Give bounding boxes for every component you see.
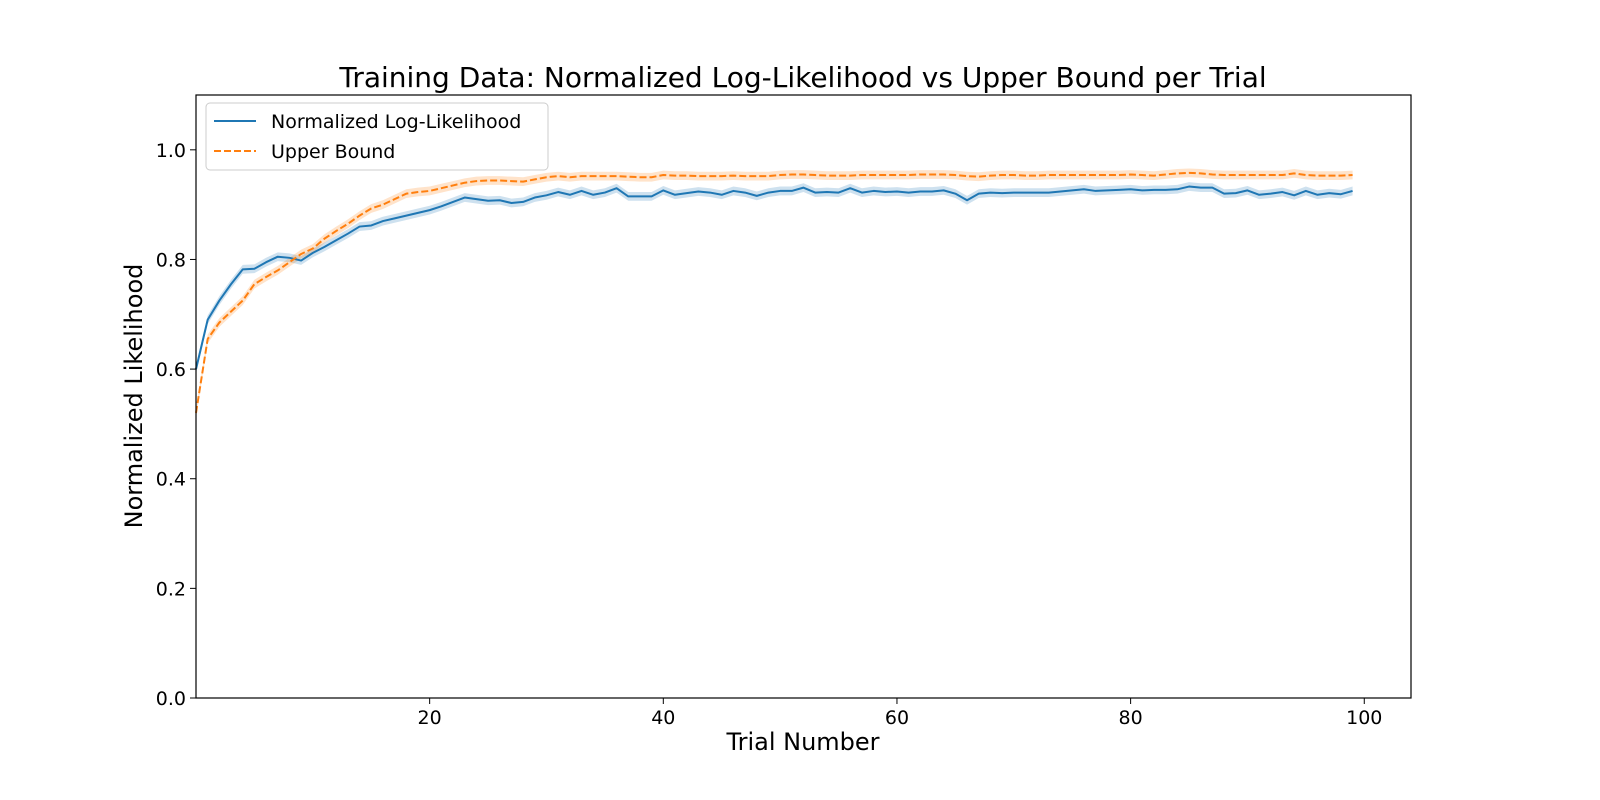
plot-frame — [195, 94, 1412, 699]
x-tick-label: 60 — [885, 707, 909, 729]
x-tick-label: 40 — [651, 707, 675, 729]
y-tick-label: 0.6 — [156, 359, 186, 381]
confidence-bands — [196, 168, 1353, 418]
x-tick-label: 80 — [1119, 707, 1143, 729]
y-tick-label: 0.4 — [156, 469, 186, 491]
legend-box — [205, 102, 549, 171]
x-axis-ticks: 20 40 60 80 100 — [418, 698, 1382, 729]
series-line-log-likelihood — [195, 185, 1353, 370]
chart-title: Training Data: Normalized Log-Likelihood… — [338, 61, 1266, 94]
y-axis-label: Normalized Likelihood — [120, 264, 148, 529]
y-tick-label: 0.0 — [156, 688, 186, 710]
band-upper-bound — [196, 168, 1353, 418]
legend: Normalized Log-Likelihood Upper Bound — [205, 102, 549, 171]
y-tick-label: 0.8 — [156, 249, 186, 271]
series-line-upper-bound — [195, 171, 1353, 414]
y-tick-label: 0.2 — [156, 578, 186, 600]
x-axis-label: Trial Number — [725, 728, 879, 756]
y-axis-ticks: 0.0 0.2 0.4 0.6 0.8 1.0 — [156, 140, 196, 710]
y-tick-label: 1.0 — [156, 140, 186, 162]
x-tick-label: 100 — [1346, 707, 1382, 729]
legend-label-log-likelihood: Normalized Log-Likelihood — [271, 111, 521, 133]
x-tick-label: 20 — [418, 707, 442, 729]
series-lines — [195, 171, 1353, 414]
legend-label-upper-bound: Upper Bound — [271, 141, 395, 163]
